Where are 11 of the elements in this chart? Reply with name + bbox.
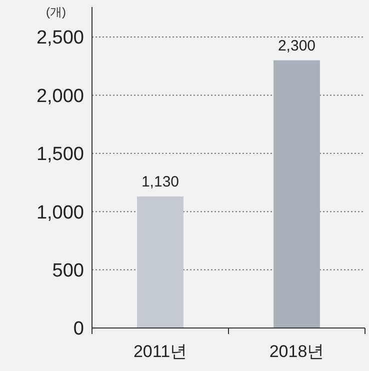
y-tick-label: 500: [52, 260, 84, 282]
y-tick-label: 2,000: [36, 86, 84, 107]
y-tick-label: 1,500: [36, 144, 84, 166]
x-tick-label: 2011년: [133, 342, 188, 361]
y-axis-title: (개): [46, 5, 66, 19]
data-label: 2,300: [278, 37, 316, 54]
y-tick-label: 2,500: [36, 28, 84, 49]
data-label: 1,130: [141, 173, 180, 190]
y-tick-label: 1,000: [36, 202, 84, 224]
x-tick-label: 2018년: [269, 342, 324, 361]
y-tick-label: 0: [73, 318, 84, 340]
